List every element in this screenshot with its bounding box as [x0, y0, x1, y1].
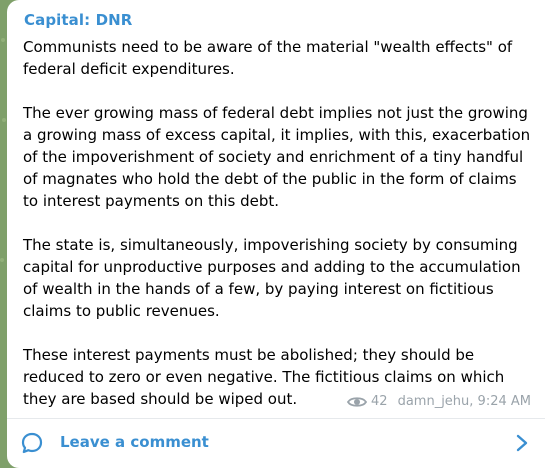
- message-bubble: Capital: DNR Communists need to be aware…: [7, 0, 545, 468]
- comment-bubble-icon: [21, 432, 43, 454]
- leave-comment-button[interactable]: Leave a comment: [7, 419, 545, 468]
- leave-comment-label: Leave a comment: [60, 433, 209, 451]
- divider: [7, 418, 545, 419]
- message-text: Communists need to be aware of the mater…: [23, 36, 535, 410]
- eye-icon: [347, 396, 368, 407]
- message-paragraph: The state is, simultaneously, impoverish…: [23, 236, 521, 320]
- message-meta: 42 damn_jehu, 9:24 AM: [347, 394, 531, 409]
- message-paragraph: Communists need to be aware of the mater…: [23, 38, 513, 78]
- message-paragraph: These interest payments must be abolishe…: [23, 346, 505, 408]
- channel-name[interactable]: Capital: DNR: [24, 11, 133, 29]
- message-paragraph: The ever growing mass of federal debt im…: [23, 104, 531, 210]
- author-time: damn_jehu, 9:24 AM: [397, 394, 531, 409]
- chevron-right-icon[interactable]: [516, 434, 528, 452]
- view-count: 42: [371, 394, 388, 409]
